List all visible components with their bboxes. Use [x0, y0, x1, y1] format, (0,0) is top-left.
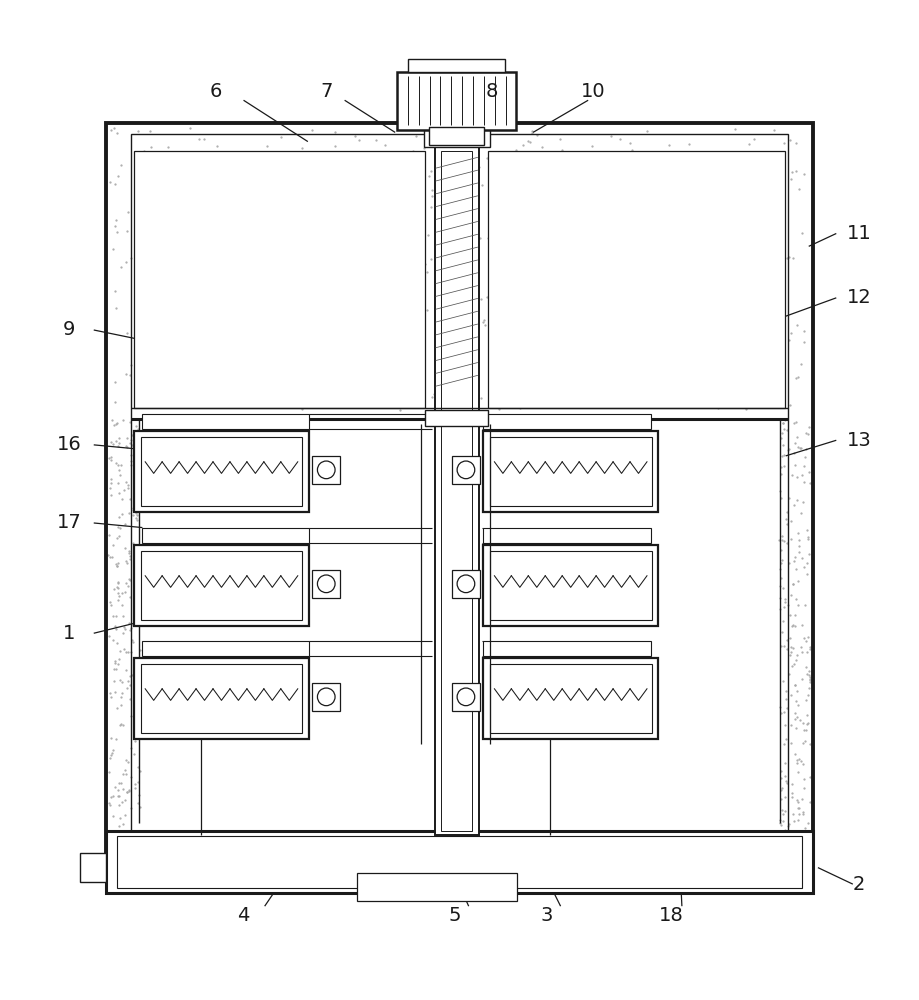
Bar [483, 528, 651, 543]
Bar [490, 437, 652, 506]
Circle shape [317, 575, 335, 593]
Text: 10: 10 [581, 82, 605, 101]
Bar [490, 664, 652, 733]
Bar [142, 414, 309, 429]
Circle shape [457, 575, 475, 593]
Bar [134, 658, 309, 739]
Bar [134, 431, 309, 512]
Text: 6: 6 [210, 82, 222, 101]
Text: 4: 4 [237, 906, 250, 925]
Bar [142, 641, 309, 656]
Bar [452, 570, 480, 598]
Text: 16: 16 [57, 435, 81, 454]
Text: 12: 12 [847, 288, 871, 307]
Bar [488, 151, 785, 408]
Bar [483, 658, 658, 739]
Circle shape [457, 461, 475, 479]
Text: 7: 7 [320, 82, 333, 101]
Bar [141, 551, 302, 620]
Bar [142, 528, 309, 543]
Bar [131, 134, 788, 836]
Bar [441, 151, 472, 831]
Bar [483, 545, 658, 626]
Circle shape [317, 461, 335, 479]
Bar [483, 431, 658, 512]
Bar [141, 664, 302, 733]
Bar [106, 831, 813, 893]
Bar [483, 414, 651, 429]
Bar [106, 123, 813, 854]
Bar [357, 873, 517, 901]
Circle shape [457, 688, 475, 706]
Bar [312, 570, 340, 598]
Text: 18: 18 [659, 906, 683, 925]
Text: 2: 2 [853, 875, 866, 894]
Bar [435, 146, 479, 835]
Bar [408, 59, 505, 72]
Text: 11: 11 [847, 224, 871, 243]
Bar [134, 545, 309, 626]
Bar [424, 127, 490, 147]
Text: 1: 1 [62, 624, 75, 643]
Text: 5: 5 [448, 906, 461, 925]
Text: 3: 3 [540, 906, 553, 925]
Bar [483, 641, 651, 656]
Circle shape [317, 688, 335, 706]
Bar [80, 853, 106, 882]
Text: 13: 13 [847, 431, 871, 450]
Bar [452, 683, 480, 711]
Text: 8: 8 [485, 82, 498, 101]
Bar [452, 456, 480, 484]
Bar [425, 410, 488, 426]
Bar [134, 151, 425, 408]
Bar [312, 456, 340, 484]
Bar [141, 437, 302, 506]
Bar [490, 551, 652, 620]
Bar [429, 127, 484, 145]
Bar [312, 683, 340, 711]
Bar [397, 72, 516, 130]
Bar [117, 836, 802, 888]
Text: 9: 9 [62, 320, 75, 339]
Text: 17: 17 [57, 513, 81, 532]
